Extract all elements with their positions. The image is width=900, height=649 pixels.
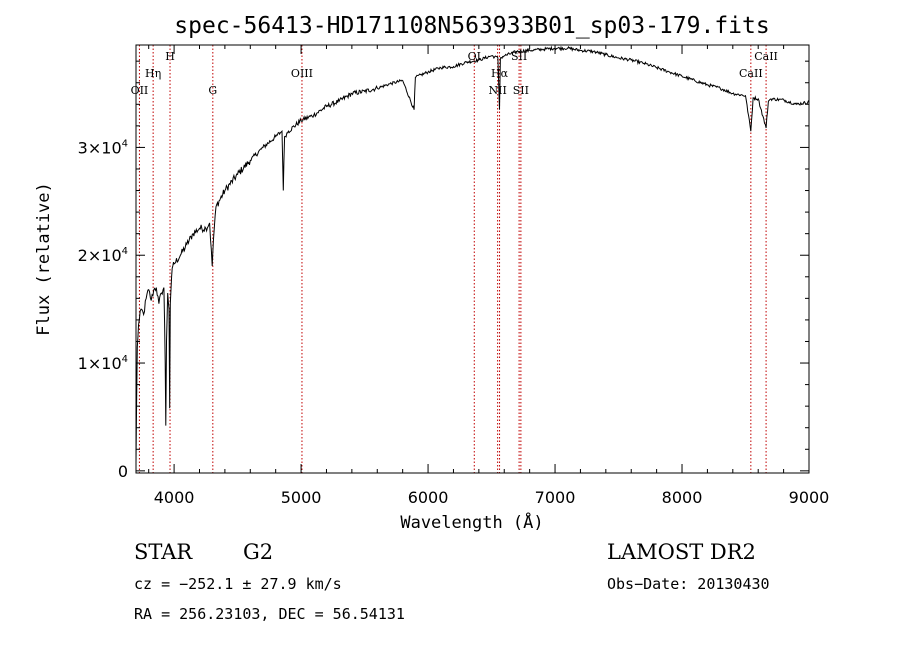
x-tick-label: 6000 xyxy=(408,488,449,507)
redshift-cz: cz = −252.1 ± 27.9 km/s xyxy=(134,575,342,593)
y-tick-label: 3×104 xyxy=(78,138,128,157)
spectral-line-label: OI xyxy=(468,50,481,63)
spectral-line-label: OII xyxy=(131,84,149,97)
observation-date: Obs−Date: 20130430 xyxy=(607,575,770,593)
spectral-line-label: CaII xyxy=(739,67,763,80)
y-tick-exponent: 4 xyxy=(122,354,128,365)
y-axis-label: Flux (relative) xyxy=(34,182,54,336)
spectral-line-label: SII xyxy=(511,50,527,63)
y-tick-exponent: 4 xyxy=(122,246,128,257)
spectral-line-label: Hα xyxy=(491,67,509,80)
spectrum-series xyxy=(135,45,810,463)
plot-frame xyxy=(135,44,810,474)
spectrum-line xyxy=(135,45,810,463)
x-axis-label: Wavelength (Å) xyxy=(400,511,543,533)
y-tick-mantissa: 0 xyxy=(118,462,128,481)
x-tick-label: 4000 xyxy=(154,488,195,507)
chart-title: spec-56413-HD171108N563933B01_sp03-179.f… xyxy=(174,13,769,39)
object-subclass: G2 xyxy=(243,540,273,564)
y-tick-exponent: 4 xyxy=(122,138,128,149)
survey-name: LAMOST DR2 xyxy=(607,540,756,564)
spectral-line-labels: OII Hη H G OIII OI Hα NII SII SII CaII CaII xyxy=(131,50,778,97)
spectral-line-label: H xyxy=(165,50,175,63)
y-tick-mantissa: 1×10 xyxy=(78,354,122,373)
y-tick-mantissa: 3×10 xyxy=(78,138,122,157)
y-tick-label: 2×104 xyxy=(78,246,128,265)
spectral-line-label: G xyxy=(208,84,217,97)
spectral-line-label: Hη xyxy=(145,67,161,80)
spectral-line-label: OIII xyxy=(291,67,313,80)
x-tick-label: 5000 xyxy=(281,488,322,507)
coordinates: RA = 256.23103, DEC = 56.54131 xyxy=(134,605,405,623)
spectral-line-markers xyxy=(138,45,767,473)
x-tick-label: 9000 xyxy=(789,488,830,507)
x-axis-ticks: 4000 5000 6000 7000 8000 9000 xyxy=(148,45,830,507)
y-tick-mantissa: 2×10 xyxy=(78,246,122,265)
object-class: STAR xyxy=(134,540,193,564)
y-tick-label: 0 xyxy=(118,462,128,481)
spectral-line-label: NII xyxy=(488,84,506,97)
y-tick-label: 1×104 xyxy=(78,354,128,373)
x-tick-label: 8000 xyxy=(662,488,703,507)
x-tick-label: 7000 xyxy=(535,488,576,507)
spectral-line-label: SII xyxy=(513,84,529,97)
spectral-line-label: CaII xyxy=(754,50,778,63)
